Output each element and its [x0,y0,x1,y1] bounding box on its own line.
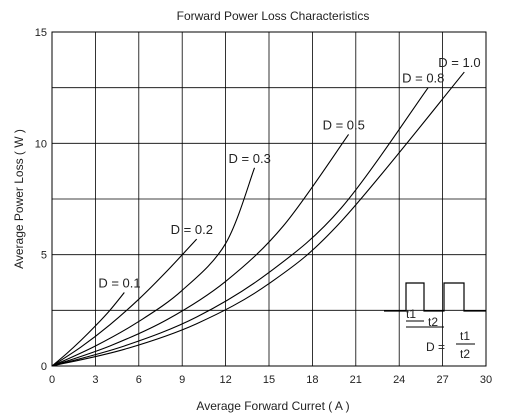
series-label-1: D = 0.2 [171,222,213,237]
chart-title: Forward Power Loss Characteristics [177,9,370,23]
duty-formula-prefix: D = [426,340,445,354]
series-line-1 [51,238,198,367]
y-tick-label-1: 5 [41,250,47,262]
x-axis-ticks: 0 3 6 9 12 15 18 21 24 27 30 [49,374,492,386]
x-tick-label-1: 3 [92,374,98,386]
series-label-0: D = 0.1 [98,276,140,291]
series-line-2 [51,167,256,367]
x-tick-label-0: 0 [49,374,55,386]
series-label-4: D = 0.8 [402,71,444,86]
y-tick-label-2: 10 [35,138,47,150]
x-tick-label-5: 15 [263,374,275,386]
series-curves [51,71,465,367]
series-line-3 [51,134,350,367]
y-axis-label: Average Power Loss ( W ) [12,129,26,269]
pulse-waveform [384,282,486,312]
series-line-4 [51,87,429,367]
x-tick-label-7: 21 [350,374,362,386]
series-label-2: D = 0.3 [229,151,271,166]
x-tick-label-10: 30 [480,374,492,386]
series-labels: D = 0.1 D = 0.2 D = 0.3 D = 0.5 D = 0.8D = 1… [98,55,480,290]
y-tick-label-0: 0 [41,361,47,373]
y-axis-ticks: 0 5 10 15 [35,27,47,373]
x-axis-label: Average Forward Curret ( A ) [196,399,349,413]
x-tick-label-6: 18 [306,374,318,386]
t2-label: t2 [428,315,438,329]
series-line-5 [51,71,465,367]
duty-formula-denominator: t2 [460,347,470,361]
x-tick-label-8: 24 [393,374,405,386]
y-tick-label-3: 15 [35,27,47,39]
x-tick-label-4: 12 [219,374,231,386]
grid-lines [52,32,486,366]
plot-area-frame [51,31,487,367]
t1-label: t1 [406,307,416,321]
x-tick-label-3: 9 [179,374,185,386]
series-line-0 [51,292,125,367]
series-label-3: D = 0.5 [323,117,365,132]
duty-cycle-inset: t1 t2 D = t1 t2 [384,282,486,361]
x-tick-label-2: 6 [136,374,142,386]
x-tick-label-9: 27 [436,374,448,386]
series-label-5: D = 1.0 [438,55,480,70]
duty-formula-numerator: t1 [460,329,470,343]
